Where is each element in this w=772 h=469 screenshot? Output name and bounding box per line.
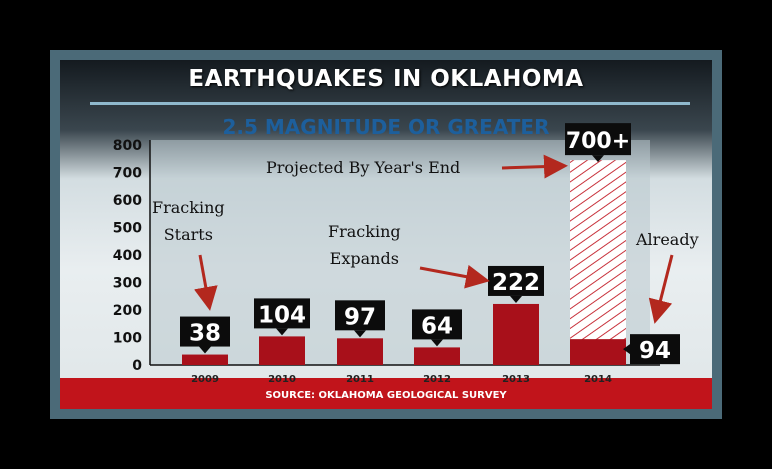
- label-box-2013: [488, 265, 544, 296]
- annotation-fracking-starts-line1: Fracking: [152, 198, 225, 217]
- bar-2009: [182, 354, 228, 365]
- chart-subtitle: 2.5 MAGNITUDE OR GREATER: [222, 115, 550, 139]
- x-tick-label: 2010: [268, 374, 296, 385]
- label-pointer-2010: [276, 328, 288, 336]
- arrow-projected: [501, 154, 568, 179]
- data-label-2013: 222: [492, 270, 540, 296]
- chart-title: EARTHQUAKES IN OKLAHOMA: [188, 66, 584, 92]
- label-pointer-2012: [431, 339, 443, 347]
- y-tick-label: 100: [113, 331, 142, 347]
- bar-2011: [337, 338, 383, 365]
- bar-2013: [493, 303, 539, 365]
- x-tick-label: 2014: [584, 374, 612, 385]
- label-box-2009: [180, 316, 230, 347]
- arrow-already: [648, 254, 674, 324]
- data-label-2010: 104: [258, 302, 306, 328]
- y-tick-label: 0: [132, 358, 142, 374]
- label-box-2010: [254, 298, 310, 329]
- annotation-fracking-expands-line1: Fracking: [328, 222, 401, 241]
- bar-2014: [570, 339, 626, 365]
- arrow-fracking-expands: [419, 264, 490, 289]
- source-note: SOURCE: OKLAHOMA GEOLOGICAL SURVEY: [265, 390, 507, 401]
- arrow-fracking-starts: [194, 254, 218, 311]
- bar-2010: [259, 336, 305, 365]
- x-tick-label: 2011: [346, 374, 374, 385]
- annotation-fracking-starts: Fracking Starts: [152, 198, 225, 244]
- title-underline: [90, 102, 690, 105]
- annotation-fracking-starts-line2: Starts: [163, 225, 213, 244]
- data-label-2011: 97: [344, 304, 376, 330]
- y-tick-label: 200: [113, 303, 142, 319]
- y-tick-label: 300: [113, 276, 142, 292]
- y-tick-label: 500: [113, 221, 142, 237]
- x-tick-label: 2012: [423, 374, 451, 385]
- y-tick-label: 400: [113, 248, 142, 264]
- label-box-2011: [335, 300, 385, 331]
- label-box-projected: [565, 123, 631, 156]
- label-pointer-2011: [354, 330, 366, 338]
- label-pointer-2014: [623, 344, 630, 355]
- x-tick-label: 2013: [502, 374, 530, 385]
- chart-frame: EARTHQUAKES IN OKLAHOMA 2.5 MAGNITUDE OR…: [50, 50, 722, 419]
- label-pointer-projected: [592, 155, 604, 163]
- chart-panel: EARTHQUAKES IN OKLAHOMA 2.5 MAGNITUDE OR…: [60, 60, 712, 409]
- bar-chart: 0 100 200 300 400 500 600 700 800 2009 38 2010 104 20…: [113, 123, 680, 385]
- bar-projected: [570, 160, 626, 365]
- label-box-2014: [630, 334, 680, 365]
- y-tick-label: 600: [113, 193, 142, 209]
- annotation-fracking-expands: Fracking Expands: [328, 222, 401, 268]
- annotation-projected: Projected By Year's End: [266, 158, 461, 177]
- source-strip: [60, 378, 712, 409]
- label-box-2012: [412, 309, 462, 340]
- x-tick-label: 2009: [191, 374, 219, 385]
- data-label-2014: 94: [639, 338, 671, 364]
- data-label-2009: 38: [189, 321, 221, 347]
- annotation-fracking-expands-line2: Expands: [329, 249, 399, 268]
- label-pointer-2013: [510, 295, 522, 303]
- bar-2012: [414, 347, 460, 365]
- data-label-2012: 64: [421, 313, 453, 339]
- data-label-projected: 700+: [566, 129, 630, 154]
- y-tick-label: 700: [113, 166, 142, 182]
- y-tick-label: 800: [113, 138, 142, 154]
- label-pointer-2009: [199, 346, 211, 354]
- annotation-already: Already: [636, 230, 699, 249]
